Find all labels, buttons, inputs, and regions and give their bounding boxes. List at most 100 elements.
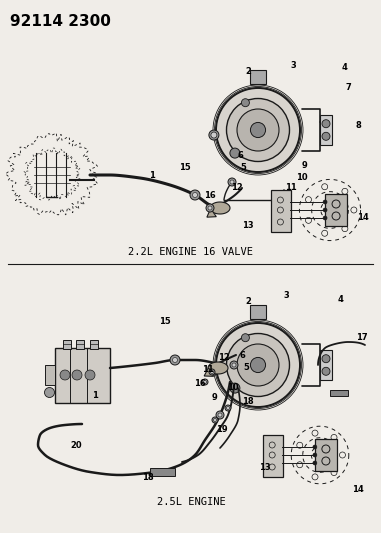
Circle shape (230, 148, 240, 158)
Text: 12: 12 (218, 353, 230, 362)
Bar (150, 468, 175, 476)
Text: 6: 6 (237, 150, 243, 159)
Bar (250, 305, 266, 319)
Circle shape (213, 418, 216, 422)
Bar (45, 365, 54, 385)
Circle shape (226, 334, 290, 397)
Text: 11: 11 (202, 366, 214, 375)
Text: 3: 3 (283, 290, 289, 300)
Circle shape (170, 355, 180, 365)
Circle shape (237, 344, 279, 386)
Circle shape (210, 370, 213, 374)
Text: 1: 1 (92, 391, 98, 400)
Text: 11: 11 (285, 183, 297, 192)
Circle shape (216, 88, 300, 172)
Text: 5: 5 (243, 364, 249, 373)
Text: 14: 14 (357, 214, 369, 222)
Circle shape (218, 413, 222, 417)
Circle shape (322, 354, 330, 362)
Circle shape (211, 367, 217, 373)
Text: 4: 4 (337, 295, 343, 304)
Circle shape (230, 180, 234, 184)
Text: 16: 16 (194, 378, 206, 387)
Bar (315, 439, 337, 471)
Bar (263, 435, 283, 477)
Text: 4: 4 (342, 63, 348, 72)
Text: 7: 7 (345, 84, 351, 93)
Circle shape (313, 445, 317, 449)
Circle shape (226, 99, 290, 161)
Circle shape (85, 370, 95, 380)
Bar (54, 348, 109, 402)
Bar (63, 340, 71, 349)
Circle shape (226, 407, 229, 409)
Bar (320, 115, 332, 144)
Text: 5: 5 (240, 164, 246, 173)
Text: 9: 9 (212, 393, 218, 402)
Text: 6: 6 (239, 351, 245, 359)
Polygon shape (210, 202, 230, 214)
Text: 17: 17 (356, 334, 368, 343)
Text: 10: 10 (296, 173, 308, 182)
Text: 2.2L ENGINE 16 VALVE: 2.2L ENGINE 16 VALVE (128, 247, 253, 257)
Text: 20: 20 (70, 440, 82, 449)
Text: 12: 12 (231, 183, 243, 192)
Circle shape (212, 417, 218, 423)
Circle shape (45, 387, 54, 398)
Circle shape (313, 461, 317, 465)
Bar (76, 340, 84, 349)
Bar (271, 190, 291, 232)
Text: 13: 13 (259, 464, 271, 472)
Text: 3: 3 (290, 61, 296, 69)
Text: 18: 18 (242, 398, 254, 407)
Circle shape (72, 370, 82, 380)
Circle shape (216, 323, 300, 407)
Circle shape (316, 451, 324, 459)
Bar (325, 194, 347, 226)
Bar (90, 340, 98, 349)
Text: 13: 13 (242, 221, 254, 230)
Circle shape (202, 379, 208, 385)
Text: 2: 2 (245, 68, 251, 77)
Circle shape (326, 206, 334, 214)
Circle shape (323, 216, 327, 220)
Circle shape (209, 365, 219, 375)
Circle shape (211, 132, 217, 138)
Circle shape (173, 358, 178, 362)
Bar (250, 70, 266, 84)
Text: 2: 2 (245, 297, 251, 306)
Circle shape (225, 405, 231, 411)
Text: 19: 19 (216, 425, 228, 434)
Text: 15: 15 (159, 318, 171, 327)
Circle shape (60, 370, 70, 380)
Circle shape (242, 334, 250, 342)
Text: 8: 8 (355, 120, 361, 130)
Circle shape (228, 178, 236, 186)
Text: 15: 15 (179, 163, 191, 172)
Circle shape (250, 358, 266, 373)
Circle shape (250, 123, 266, 138)
Text: 92114 2300: 92114 2300 (10, 14, 111, 29)
Circle shape (230, 383, 240, 393)
Circle shape (230, 361, 238, 369)
Circle shape (216, 411, 224, 419)
Text: 9: 9 (302, 160, 308, 169)
Circle shape (322, 367, 330, 375)
Circle shape (323, 208, 327, 212)
Circle shape (203, 381, 207, 384)
Polygon shape (204, 368, 214, 376)
Text: 18: 18 (142, 473, 154, 482)
Circle shape (209, 130, 219, 140)
Bar (320, 350, 332, 379)
Circle shape (192, 192, 197, 198)
Circle shape (323, 200, 327, 204)
Polygon shape (207, 208, 216, 217)
Polygon shape (208, 362, 228, 374)
Bar (330, 390, 348, 396)
Circle shape (206, 204, 214, 212)
Text: 2.5L ENGINE: 2.5L ENGINE (157, 497, 226, 507)
Circle shape (232, 363, 236, 367)
Text: 14: 14 (352, 486, 364, 495)
Circle shape (190, 190, 200, 200)
Text: 10: 10 (227, 383, 239, 392)
